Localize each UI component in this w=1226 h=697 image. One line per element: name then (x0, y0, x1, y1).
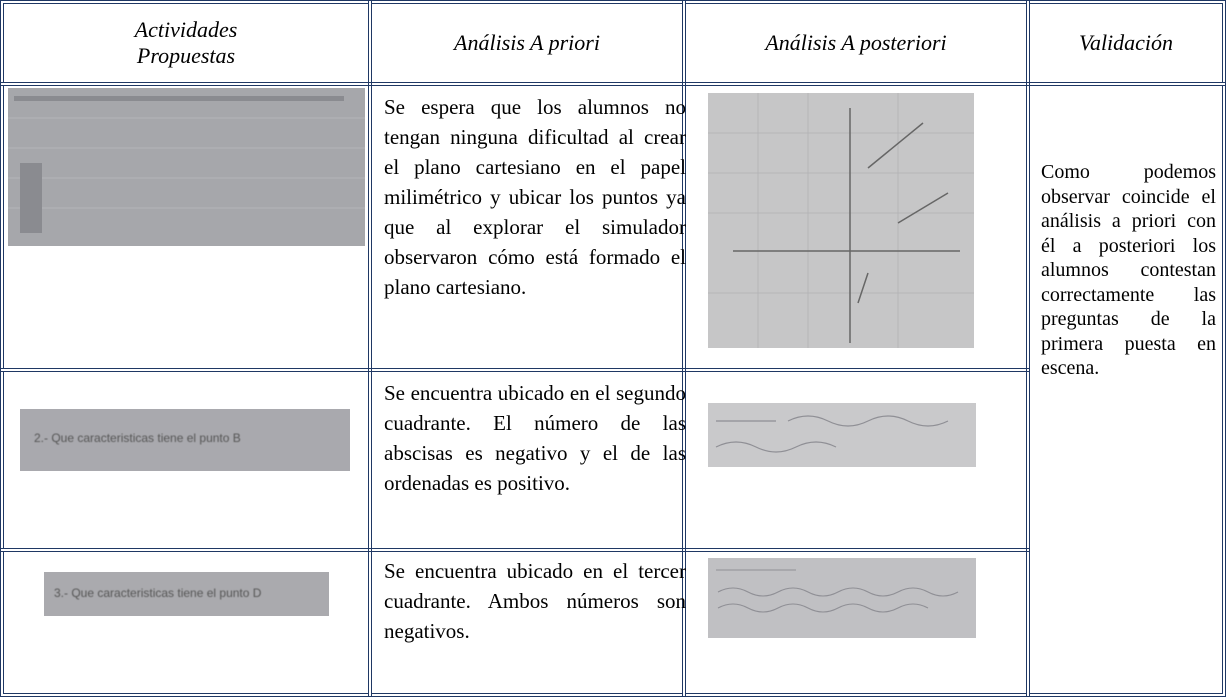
cell-text: Se espera que los alumnos no tengan ning… (384, 95, 686, 299)
cell-text: Se encuentra ubicado en el segundo cuadr… (384, 381, 686, 495)
photo-caption: 2.- Que caracteristicas tiene el punto B (34, 431, 241, 445)
photo: 3.- Que caracteristicas tiene el punto D (44, 572, 329, 616)
cell (0, 548, 372, 697)
header-cell: Validación (1026, 0, 1226, 86)
header-cell: Actividades Propuestas (0, 0, 372, 86)
cell (1026, 82, 1226, 697)
validation-text: Como podemos observar coincide el anális… (1041, 161, 1216, 379)
photo: 2.- Que caracteristicas tiene el punto B (20, 409, 350, 471)
photo (708, 403, 976, 467)
header-cell: Análisis A priori (368, 0, 686, 86)
photo (708, 558, 976, 638)
header-text: Actividades Propuestas (134, 17, 238, 68)
photo (708, 93, 974, 348)
cell-text: Se encuentra ubicado en el tercer cuadra… (384, 559, 686, 643)
header-text: Análisis A posteriori (765, 30, 947, 55)
header-text: Validación (1078, 30, 1174, 55)
photo (8, 88, 365, 246)
header-text: Análisis A priori (454, 30, 600, 55)
photo-caption: 3.- Que caracteristicas tiene el punto D (54, 586, 262, 600)
header-cell: Análisis A posteriori (682, 0, 1030, 86)
